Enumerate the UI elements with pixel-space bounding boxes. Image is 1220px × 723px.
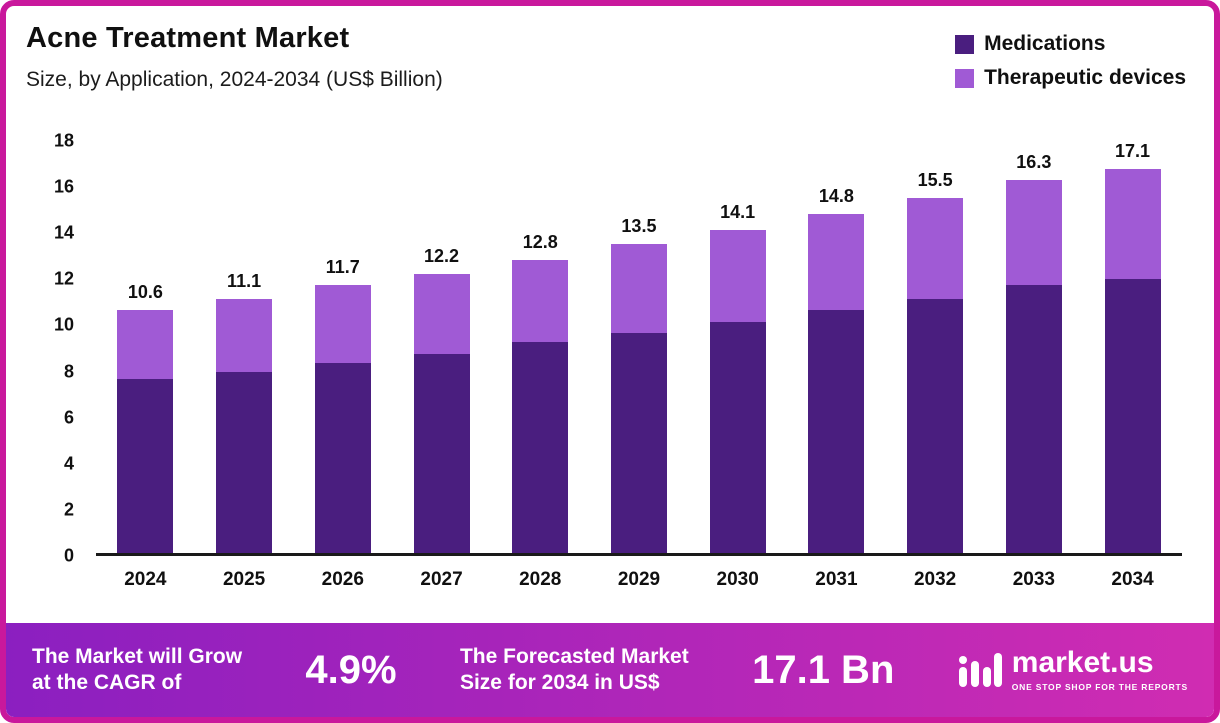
chart-subtitle: Size, by Application, 2024-2034 (US$ Bil… — [26, 68, 443, 91]
y-axis-tick-label: 10 — [53, 314, 74, 335]
y-axis: 0 2 4 6 8 10 12 14 16 18 — [6, 131, 88, 566]
y-axis-tick-label: 8 — [63, 361, 74, 382]
bar-total-label: 12.2 — [423, 245, 460, 266]
bars-container: 10.6 2024 11.1 2025 11.7 2026 12.2 2027 12.8 2028… — [96, 141, 1182, 590]
legend-label-devices: Therapeutic devices — [984, 66, 1186, 89]
forecast-label: The Forecasted Market Size for 2034 in U… — [459, 644, 689, 694]
y-axis-tick-label: 18 — [53, 130, 74, 151]
legend: Medications Therapeutic devices — [955, 32, 1186, 90]
medications-segment — [314, 363, 371, 553]
medications-segment — [907, 298, 964, 553]
bar-column-2033: 16.3 2033 — [1005, 141, 1062, 590]
medications-segment — [1104, 279, 1161, 553]
bar-total-label: 11.7 — [325, 257, 360, 278]
medications-swatch-icon — [955, 34, 975, 54]
forecast-value: 17.1 Bn — [752, 647, 895, 692]
medications-segment — [512, 342, 569, 553]
bar-total-label: 14.1 — [720, 202, 756, 223]
therapeutic-devices-swatch-icon — [955, 68, 975, 88]
legend-item-medications: Medications — [955, 32, 1186, 56]
x-axis-label: 2027 — [420, 569, 463, 590]
therapeutic-devices-segment — [610, 244, 667, 334]
therapeutic-devices-segment — [216, 298, 273, 373]
y-axis-tick-label: 0 — [63, 545, 74, 566]
x-axis-label: 2031 — [815, 569, 858, 590]
medications-segment — [709, 321, 766, 553]
bar-column-2032: 15.5 2032 — [907, 141, 964, 590]
x-axis-label: 2024 — [124, 569, 167, 590]
brand-name: market.us — [1011, 646, 1154, 679]
x-axis-label: 2026 — [321, 569, 364, 590]
bar-column-2029: 13.5 2029 — [610, 141, 667, 590]
chart-title: Acne Treatment Market — [26, 22, 350, 54]
bar-column-2024: 10.6 2024 — [117, 141, 174, 590]
x-axis-label: 2030 — [716, 569, 759, 590]
bar-total-label: 14.8 — [818, 186, 854, 207]
bar-column-2028: 12.8 2028 — [512, 141, 569, 590]
x-axis-label: 2029 — [617, 569, 661, 590]
legend-item-devices: Therapeutic devices — [955, 66, 1186, 90]
y-axis-tick-label: 6 — [63, 407, 74, 428]
therapeutic-devices-segment — [314, 285, 371, 364]
therapeutic-devices-segment — [413, 273, 470, 354]
brand-logo: market.us ONE STOP SHOP FOR THE REPORTS — [958, 648, 1188, 692]
therapeutic-devices-segment — [1005, 179, 1062, 286]
therapeutic-devices-segment — [1104, 169, 1161, 280]
bar-total-label: 13.5 — [621, 216, 657, 237]
therapeutic-devices-segment — [512, 260, 569, 343]
bar-total-label: 10.6 — [127, 282, 163, 303]
medications-segment — [808, 310, 865, 553]
therapeutic-devices-segment — [808, 214, 865, 311]
medications-segment — [610, 333, 667, 553]
medications-segment — [413, 353, 470, 553]
bar-total-label: 15.5 — [917, 170, 953, 191]
bar-total-label: 17.1 — [1115, 141, 1151, 161]
y-axis-tick-label: 14 — [53, 222, 74, 243]
x-axis-label: 2034 — [1111, 569, 1154, 590]
y-axis-tick-label: 12 — [53, 268, 74, 289]
y-axis-tick-label: 2 — [63, 499, 74, 520]
x-axis-label: 2025 — [222, 569, 266, 590]
x-axis-label: 2032 — [913, 569, 957, 590]
footer-banner: The Market will Grow at the CAGR of 4.9%… — [6, 623, 1214, 717]
bar-column-2025: 11.1 2025 — [216, 141, 273, 590]
bar-column-2026: 11.7 2026 — [314, 141, 371, 590]
x-axis-label: 2028 — [519, 569, 562, 590]
plot-area: 10.6 2024 11.1 2025 11.7 2026 12.2 2027 12.8 2028… — [96, 141, 1182, 590]
therapeutic-devices-segment — [907, 198, 964, 299]
brand-tagline: ONE STOP SHOP FOR THE REPORTS — [1011, 682, 1188, 692]
therapeutic-devices-segment — [709, 230, 766, 322]
x-axis-label: 2033 — [1012, 569, 1055, 590]
bar-column-2031: 14.8 2031 — [808, 141, 865, 590]
medications-segment — [216, 372, 273, 553]
market-us-icon — [958, 653, 1002, 687]
bar-column-2030: 14.1 2030 — [709, 141, 766, 590]
medications-segment — [1005, 285, 1062, 553]
bar-column-2027: 12.2 2027 — [413, 141, 470, 590]
bar-total-label: 12.8 — [522, 232, 558, 253]
therapeutic-devices-segment — [117, 310, 174, 380]
medications-segment — [117, 379, 174, 553]
brand-text: market.us ONE STOP SHOP FOR THE REPORTS — [1011, 646, 1188, 693]
legend-label-medications: Medications — [984, 32, 1106, 55]
bar-total-label: 16.3 — [1016, 151, 1052, 172]
y-axis-tick-label: 4 — [63, 453, 74, 474]
bar-total-label: 11.1 — [227, 270, 262, 291]
bar-column-2034: 17.1 2034 — [1104, 141, 1161, 590]
y-axis-tick-label: 16 — [53, 176, 74, 197]
cagr-label: The Market will Grow at the CAGR of — [32, 644, 243, 694]
cagr-value: 4.9% — [305, 647, 397, 692]
